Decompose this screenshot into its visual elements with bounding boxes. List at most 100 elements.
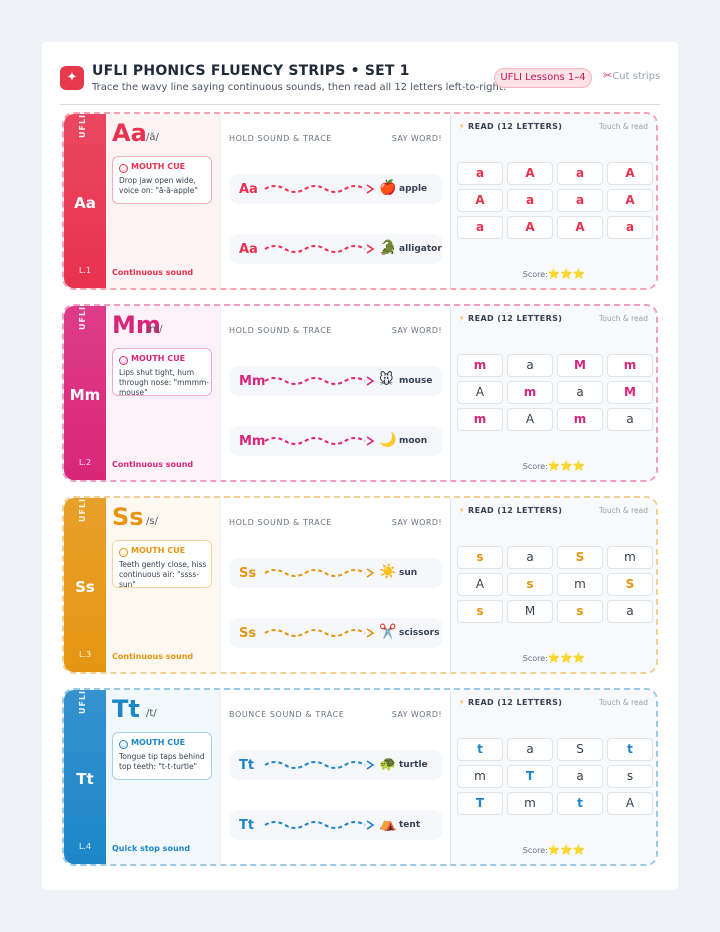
letter-cell[interactable]: s <box>557 600 603 623</box>
letter-cell[interactable]: A <box>457 573 503 596</box>
letter-cell[interactable]: m <box>507 792 553 815</box>
letter-cell[interactable]: a <box>507 354 553 377</box>
mouth-cue-box: ◡ MOUTH CUE Tongue tip taps behind top tee… <box>112 732 212 780</box>
say-word-label: SAY WORD! <box>391 710 442 719</box>
letter-cell[interactable]: s <box>457 600 503 623</box>
wavy-trace-line[interactable] <box>263 756 377 774</box>
letter-cell[interactable]: m <box>457 354 503 377</box>
letter-cell[interactable]: a <box>507 738 553 761</box>
letter-cell[interactable]: S <box>607 573 653 596</box>
letter-cell[interactable]: t <box>557 792 603 815</box>
letter-cell[interactable]: a <box>607 216 653 239</box>
star-rating[interactable]: ⭐⭐⭐ <box>547 845 586 856</box>
wavy-trace-line[interactable] <box>263 240 377 258</box>
trace-row[interactable]: Mm 🌙 moon <box>229 426 443 456</box>
letter-cell[interactable]: S <box>557 546 603 569</box>
letter-cell[interactable]: A <box>507 408 553 431</box>
trace-row[interactable]: Tt 🐢 turtle <box>229 750 443 780</box>
trace-row[interactable]: Tt ⛺ tent <box>229 810 443 840</box>
sparkle-icon: ✦ <box>60 66 84 90</box>
star-rating[interactable]: ⭐⭐⭐ <box>547 269 586 280</box>
letter-cell[interactable]: A <box>557 216 603 239</box>
letter-cell[interactable]: A <box>507 162 553 185</box>
touch-read-label: Touch & read <box>598 314 648 323</box>
letter-cell[interactable]: m <box>507 381 553 404</box>
read-label: READ (12 LETTERS) <box>468 122 563 131</box>
row-grapheme: Aa <box>239 182 258 197</box>
header-divider <box>60 104 660 105</box>
letter-cell[interactable]: s <box>507 573 553 596</box>
wavy-trace-line[interactable] <box>263 624 377 642</box>
letter-cell[interactable]: a <box>607 408 653 431</box>
letter-cell[interactable]: a <box>507 189 553 212</box>
mouth-cue-text: Teeth gently close, hiss continuous air:… <box>119 560 207 589</box>
keyword: scissors <box>399 628 440 638</box>
lesson-number: L.2 <box>78 458 92 467</box>
mouth-cue-label: MOUTH CUE <box>131 546 186 555</box>
letter-cell[interactable]: M <box>607 381 653 404</box>
wavy-trace-line[interactable] <box>263 432 377 450</box>
trace-row[interactable]: Aa 🐊 alligator <box>229 234 443 264</box>
letter-cell[interactable]: m <box>607 354 653 377</box>
score: Score:⭐⭐⭐ <box>451 461 656 472</box>
letter-cell[interactable]: A <box>507 216 553 239</box>
tab-letter: Aa <box>74 194 96 212</box>
strip-ss: UFLI Ss L.3 Ss/s/ ◡ MOUTH CUE Teeth gently clo… <box>62 496 658 674</box>
strip-aa: UFLI Aa L.1 Aa/ă/ ◡ MOUTH CUE Drop jaw open wi… <box>62 112 658 290</box>
trace-panel: HOLD SOUND & TRACE SAY WORD! Mm 🐭 mouse Mm 🌙 mo… <box>220 306 450 480</box>
trace-row[interactable]: Ss ✂️ scissors <box>229 618 443 648</box>
letter-cell[interactable]: a <box>457 162 503 185</box>
row-grapheme: Tt <box>239 758 255 773</box>
letter-cell[interactable]: m <box>607 546 653 569</box>
wavy-trace-line[interactable] <box>263 372 377 390</box>
grapheme: Aa <box>112 119 147 147</box>
read-header: ⚡ READ (12 LETTERS) <box>459 698 562 707</box>
trace-row[interactable]: Mm 🐭 mouse <box>229 366 443 396</box>
letter-cell[interactable]: s <box>607 765 653 788</box>
letter-cell[interactable]: T <box>507 765 553 788</box>
letter-cell[interactable]: A <box>607 189 653 212</box>
cut-strips-button[interactable]: ✂Cut strips <box>603 69 660 82</box>
trace-row[interactable]: Aa 🍎 apple <box>229 174 443 204</box>
letter-cell[interactable]: a <box>457 216 503 239</box>
letter-tab: UFLI Aa L.1 <box>64 114 106 288</box>
letter-cell[interactable]: a <box>557 381 603 404</box>
letter-cell[interactable]: m <box>457 765 503 788</box>
trace-row[interactable]: Ss ☀️ sun <box>229 558 443 588</box>
letter-cell[interactable]: M <box>507 600 553 623</box>
phoneme: /s/ <box>146 516 158 527</box>
letter-cell[interactable]: A <box>457 381 503 404</box>
letter-cell[interactable]: T <box>457 792 503 815</box>
phoneme: /ă/ <box>146 132 159 143</box>
score-label: Score: <box>522 462 548 471</box>
letter-cell[interactable]: M <box>557 354 603 377</box>
wavy-trace-line[interactable] <box>263 564 377 582</box>
wavy-trace-line[interactable] <box>263 180 377 198</box>
letter-cell[interactable]: A <box>607 792 653 815</box>
star-rating[interactable]: ⭐⭐⭐ <box>547 461 586 472</box>
letter-cell[interactable]: m <box>557 573 603 596</box>
score: Score:⭐⭐⭐ <box>451 653 656 664</box>
star-rating[interactable]: ⭐⭐⭐ <box>547 653 586 664</box>
letter-cell[interactable]: a <box>557 765 603 788</box>
letter-cell[interactable]: m <box>557 408 603 431</box>
letter-cell[interactable]: A <box>607 162 653 185</box>
letter-cell[interactable]: a <box>557 162 603 185</box>
letter-cell[interactable]: t <box>457 738 503 761</box>
letter-cell[interactable]: S <box>557 738 603 761</box>
wavy-trace-line[interactable] <box>263 816 377 834</box>
row-grapheme: Mm <box>239 434 266 449</box>
letter-cell[interactable]: A <box>457 189 503 212</box>
letter-cell[interactable]: a <box>557 189 603 212</box>
mouth-cue-label: MOUTH CUE <box>131 738 186 747</box>
letter-cell[interactable]: m <box>457 408 503 431</box>
brand-label: UFLI <box>78 113 87 138</box>
letter-cell[interactable]: t <box>607 738 653 761</box>
letter-cell[interactable]: s <box>457 546 503 569</box>
scissors-icon: ✂ <box>603 69 613 82</box>
letter-cell[interactable]: a <box>507 546 553 569</box>
word-picture-icon: ☀️ <box>379 564 397 580</box>
letter-cell[interactable]: a <box>607 600 653 623</box>
